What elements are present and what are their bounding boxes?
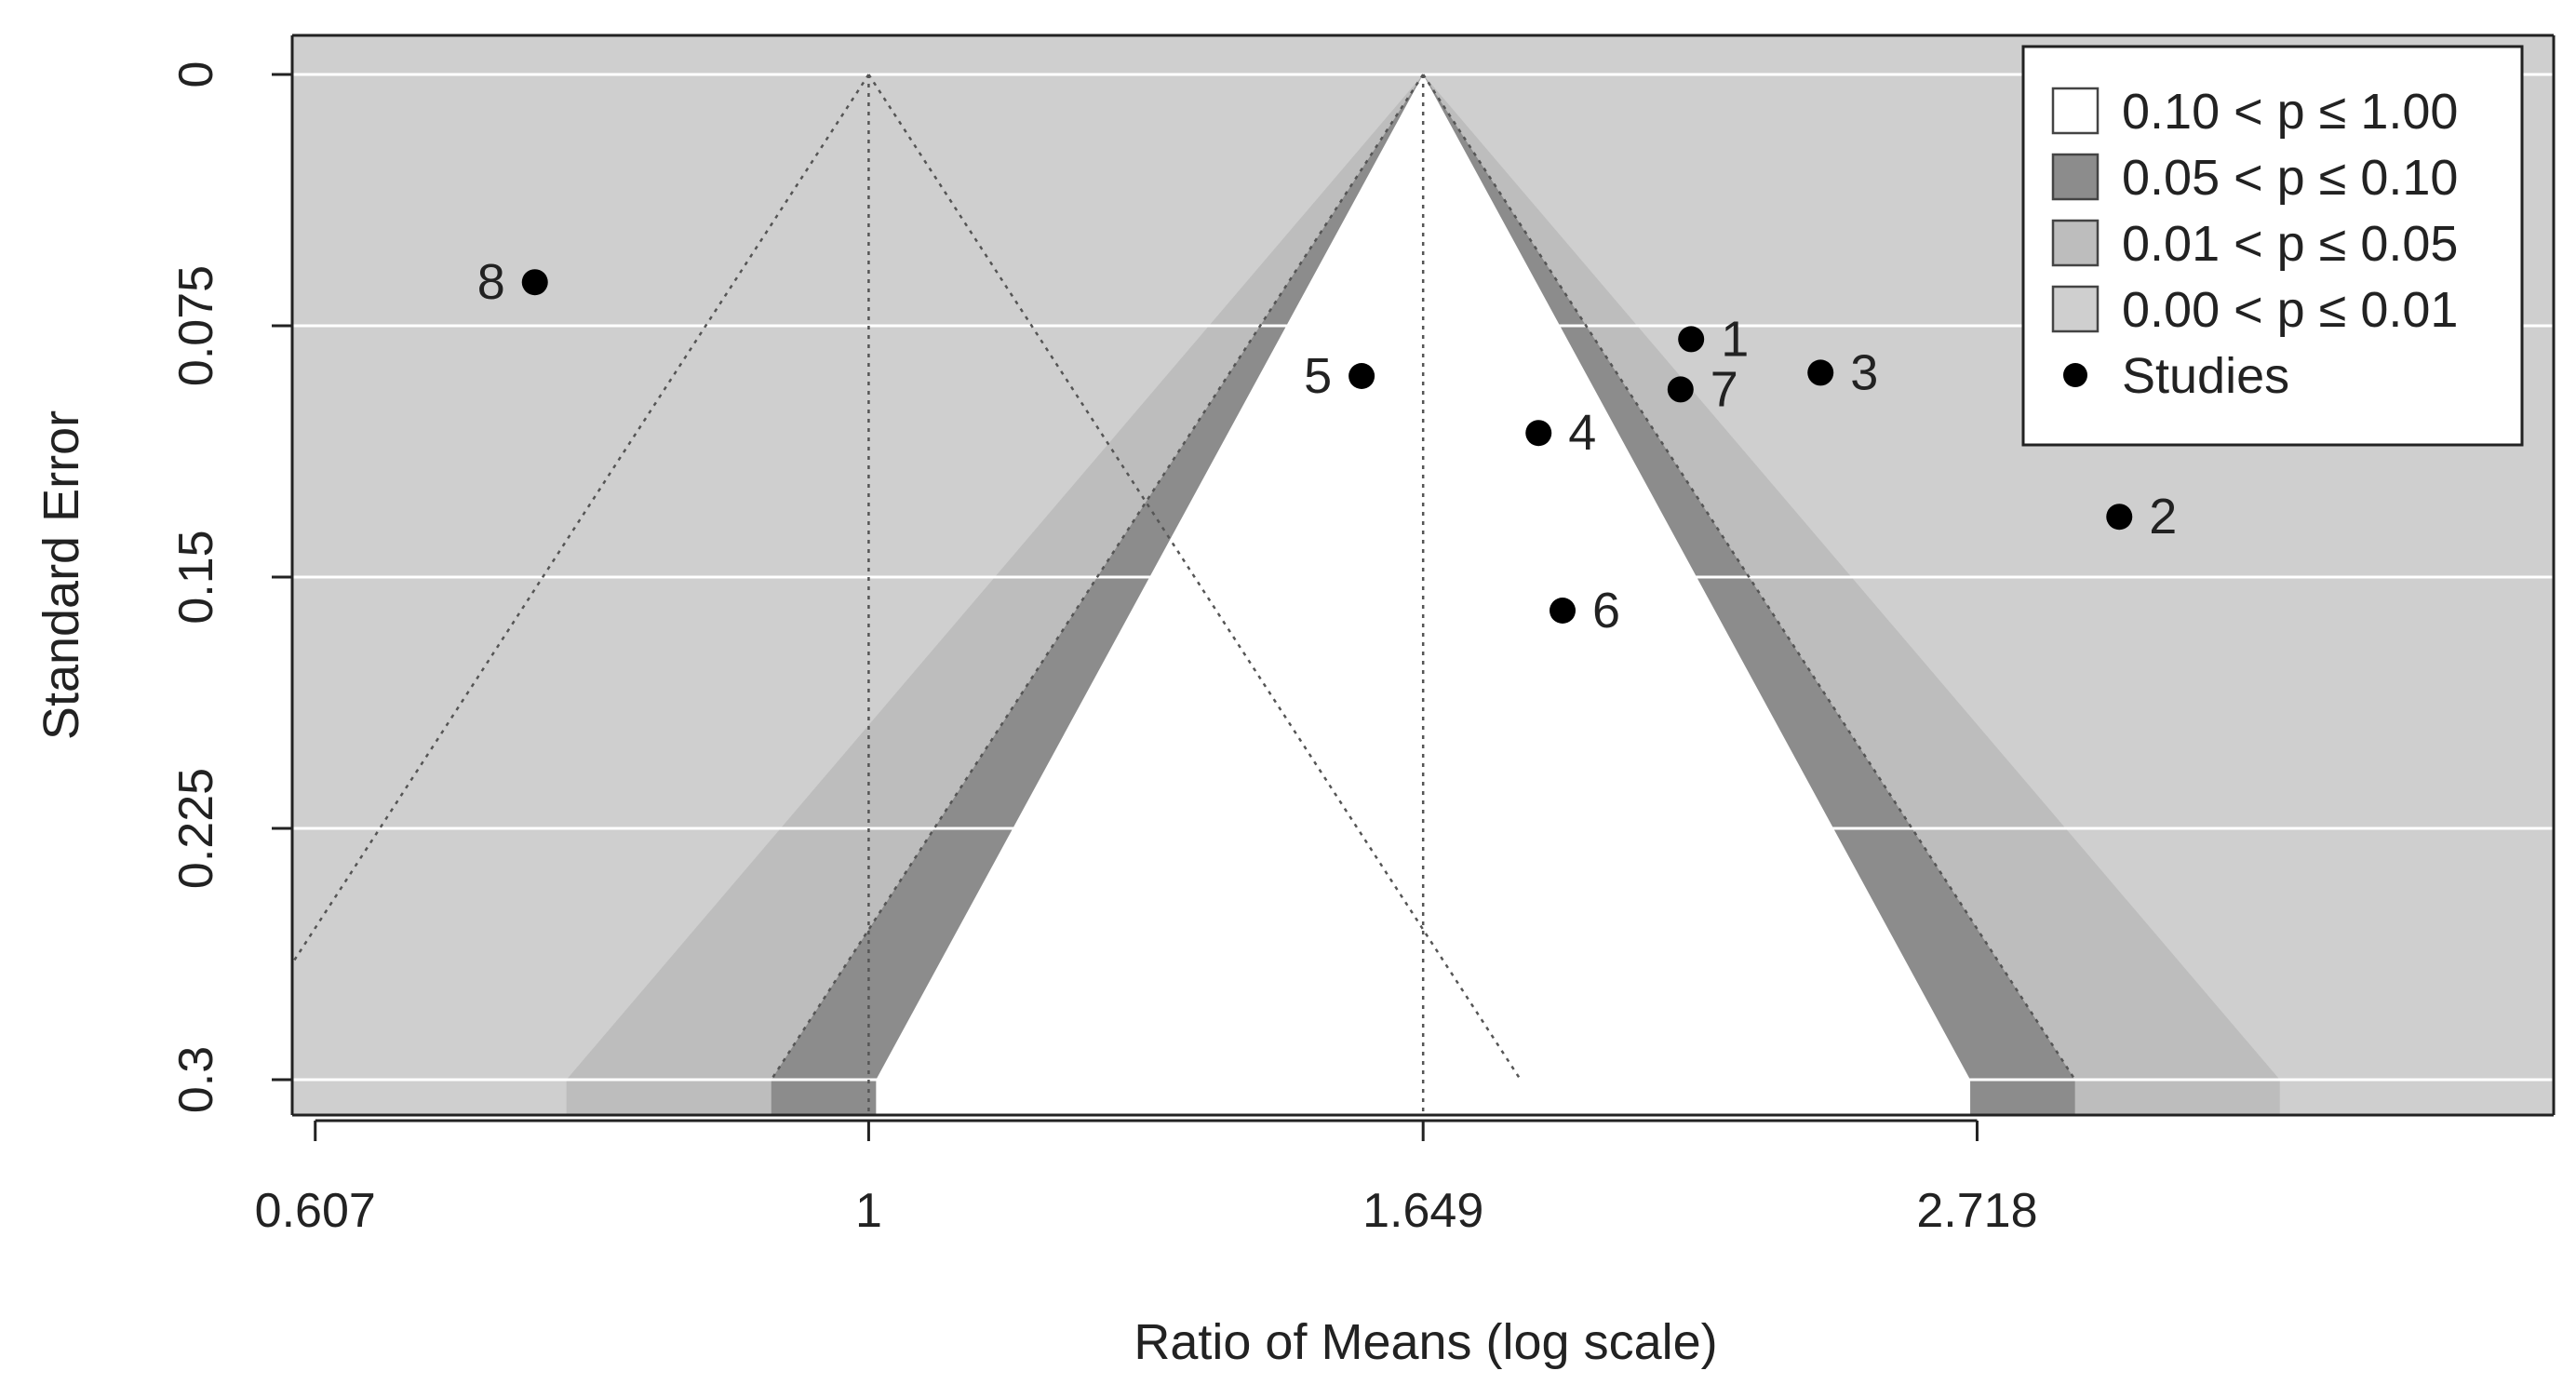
study-label-8: 8 <box>477 254 505 310</box>
y-tick-label-4: 0.3 <box>169 1046 223 1113</box>
legend-label-5: Studies <box>2122 348 2289 404</box>
study-label-7: 7 <box>1711 361 1738 417</box>
legend-label-2: 0.05 < p ≤ 0.10 <box>2122 150 2458 206</box>
study-point-4 <box>1525 420 1552 447</box>
legend-swatch-3 <box>2051 219 2100 267</box>
legend-label-1: 0.10 < p ≤ 1.00 <box>2122 84 2458 140</box>
y-axis-title: Standard Error <box>34 410 89 740</box>
funnel-line-right-null <box>867 74 1522 1081</box>
y-tick-label-0: 0 <box>169 61 223 88</box>
contour-region-3 <box>876 74 1971 1115</box>
legend-swatch-2 <box>2051 153 2100 201</box>
study-point-5 <box>1348 363 1375 389</box>
legend-swatch-4 <box>2051 285 2100 333</box>
x-tick-label-0: 0.607 <box>255 1184 376 1238</box>
study-label-3: 3 <box>1850 344 1878 400</box>
study-point-1 <box>1678 326 1705 353</box>
legend-label-4: 0.00 < p ≤ 0.01 <box>2122 282 2458 338</box>
funnel-line-left-summary <box>770 74 1425 1081</box>
y-tick-label-1: 0.075 <box>169 265 223 386</box>
study-point-6 <box>1550 598 1576 624</box>
study-label-5: 5 <box>1304 348 1332 404</box>
x-tick-label-2: 1.649 <box>1362 1184 1483 1238</box>
study-point-3 <box>1807 359 1834 386</box>
study-point-8 <box>521 269 548 296</box>
legend-box <box>2021 45 2524 447</box>
y-tick-label-2: 0.15 <box>169 530 223 624</box>
study-point-7 <box>1667 376 1694 403</box>
x-axis-title: Ratio of Means (log scale) <box>1134 1314 1717 1370</box>
y-tick-label-3: 0.225 <box>169 768 223 889</box>
study-point-2 <box>2106 504 2133 531</box>
legend-swatch-studies <box>2063 363 2087 387</box>
x-tick-label-1: 1 <box>855 1184 882 1238</box>
study-label-2: 2 <box>2149 489 2177 544</box>
study-label-1: 1 <box>1721 311 1749 367</box>
funnel-line-left-null <box>292 74 870 966</box>
legend-swatch-1 <box>2051 87 2100 135</box>
legend-label-3: 0.01 < p ≤ 0.05 <box>2122 216 2458 272</box>
study-label-6: 6 <box>1592 583 1620 639</box>
x-tick-label-3: 2.718 <box>1916 1184 2037 1238</box>
study-label-4: 4 <box>1568 405 1596 461</box>
funnel-line-right-summary <box>1422 74 2076 1081</box>
